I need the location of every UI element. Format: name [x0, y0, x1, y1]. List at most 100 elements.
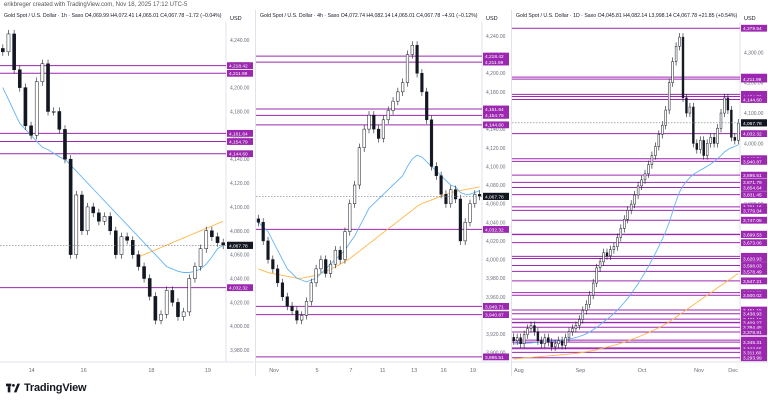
candle [540, 336, 543, 348]
candle [68, 155, 73, 259]
svg-text:3,409.27: 3,409.27 [743, 321, 762, 327]
x-tick-label: 11 [380, 368, 386, 374]
candle [142, 262, 146, 283]
svg-text:3,779.34: 3,779.34 [743, 208, 762, 214]
candle [23, 83, 28, 130]
chart-panel-1d[interactable]: Gold Spot / U.S. Dollar · 1D · Saxo O4,0… [512, 10, 768, 376]
candle [726, 93, 730, 115]
candle [598, 257, 602, 272]
svg-text:3,500.02: 3,500.02 [743, 293, 762, 299]
candle [80, 190, 84, 235]
x-tick-label: 19 [205, 368, 211, 374]
candle [678, 33, 681, 51]
candle [719, 108, 723, 133]
candle [522, 330, 526, 348]
candle [63, 125, 67, 164]
candle [12, 29, 16, 74]
y-tick-label: 4,300.00 [744, 50, 764, 56]
candle [533, 321, 536, 336]
candle [353, 180, 357, 208]
y-tick-label: 4,200.00 [486, 71, 506, 77]
svg-text:3,854.64: 3,854.64 [743, 185, 762, 191]
candle [519, 333, 522, 348]
candle [290, 302, 294, 315]
candle [692, 102, 695, 148]
candle [578, 315, 581, 330]
candle [626, 206, 629, 224]
svg-text:4,154.79: 4,154.79 [229, 139, 248, 145]
level-price-label: 3,438.93 [741, 310, 767, 318]
candle [181, 307, 186, 321]
svg-text:4,144.60: 4,144.60 [485, 123, 504, 129]
candle [198, 244, 203, 271]
y-tick-label: 4,000.00 [230, 324, 250, 330]
candle [176, 298, 180, 321]
svg-text:4,161.64: 4,161.64 [229, 131, 248, 137]
svg-text:3,293.99: 3,293.99 [743, 356, 762, 362]
candle [557, 336, 560, 348]
candle [529, 321, 533, 333]
candle [640, 175, 643, 191]
level-price-label: 3,940.87 [483, 311, 509, 319]
chart-svg[interactable]: Gold Spot / U.S. Dollar · 1h · Saxo O4,0… [0, 10, 254, 376]
candle [453, 185, 458, 204]
candle [314, 264, 318, 287]
last-price-label: 4,067.78 [483, 192, 509, 200]
level-price-label: 4,032.32 [741, 130, 767, 138]
chart-panel-1h[interactable]: Gold Spot / U.S. Dollar · 1h · Saxo O4,0… [0, 10, 254, 376]
candle [391, 97, 395, 115]
svg-text:3,578.49: 3,578.49 [743, 269, 762, 275]
candle [187, 274, 192, 316]
candle [17, 65, 22, 92]
candle [377, 125, 381, 143]
candle [261, 218, 265, 245]
tradingview-logo[interactable]: TradingView [6, 382, 87, 394]
level-price-label: 4,218.42 [483, 52, 509, 60]
candle [266, 236, 270, 264]
candle [429, 115, 434, 171]
level-price-label: 4,144.60 [483, 121, 509, 129]
currency-label: USD [486, 16, 498, 22]
level-price-label: 3,871.79 [741, 178, 767, 186]
candle [57, 107, 62, 134]
svg-text:4,379.54: 4,379.54 [743, 26, 762, 32]
panel-divider [255, 10, 256, 376]
level-price-label: 3,547.21 [741, 277, 767, 285]
candle [619, 224, 623, 242]
svg-text:4,144.60: 4,144.60 [229, 152, 248, 158]
x-tick-label: Dec [728, 368, 738, 374]
chart-title: Gold Spot / U.S. Dollar · 1h · Saxo O4,0… [4, 13, 222, 19]
chart-svg[interactable]: Gold Spot / U.S. Dollar · 4h · Saxo O4,0… [256, 10, 510, 376]
y-tick-label: 4,200.00 [230, 86, 250, 92]
candle [636, 181, 640, 200]
svg-text:4,211.99: 4,211.99 [229, 71, 248, 77]
candle [685, 93, 688, 118]
y-tick-label: 4,020.00 [486, 239, 506, 245]
svg-text:4,032.32: 4,032.32 [743, 132, 762, 138]
y-tick-label: 3,980.00 [486, 276, 506, 282]
candle [410, 41, 414, 59]
svg-text:3,394.45: 3,394.45 [743, 325, 762, 331]
candle [574, 321, 578, 333]
tradingview-logo-text: TradingView [24, 382, 87, 394]
level-price-label: 3,949.71 [483, 302, 509, 310]
candle [276, 264, 280, 287]
y-tick-label: 4,040.00 [486, 220, 506, 226]
level-price-label: 4,218.42 [227, 62, 253, 70]
candle [595, 263, 598, 288]
candle [547, 333, 550, 347]
candle [550, 338, 553, 351]
chart-svg[interactable]: Gold Spot / U.S. Dollar · 1D · Saxo O4,0… [512, 10, 768, 376]
level-price-label: 4,144.60 [741, 96, 767, 103]
candle [34, 77, 39, 140]
candle [512, 333, 515, 345]
svg-text:4,032.32: 4,032.32 [229, 286, 248, 292]
candle [473, 190, 477, 208]
svg-text:3,620.93: 3,620.93 [743, 256, 762, 262]
candle [74, 190, 79, 259]
y-tick-label: 4,180.00 [486, 90, 506, 96]
y-tick-label: 4,240.00 [486, 34, 506, 40]
chart-panel-4h[interactable]: Gold Spot / U.S. Dollar · 4h · Saxo O4,0… [256, 10, 510, 376]
candle [420, 69, 424, 96]
candle [667, 78, 671, 115]
